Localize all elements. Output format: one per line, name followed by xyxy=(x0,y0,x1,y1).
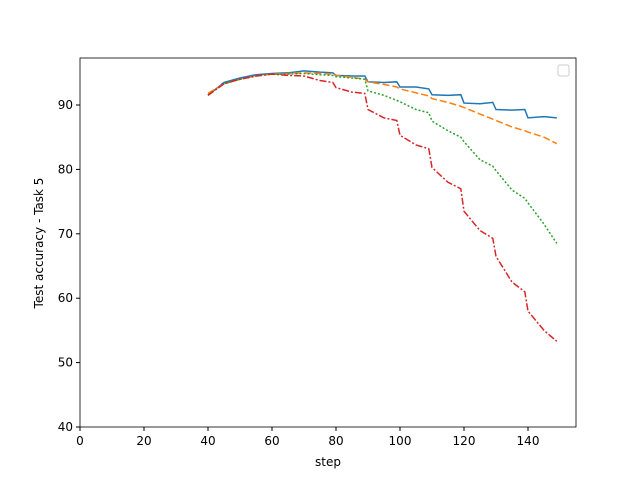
series-line xyxy=(207,73,558,342)
x-axis-label: step xyxy=(315,455,341,469)
y-tick-label: 50 xyxy=(58,356,73,370)
x-tick-label: 40 xyxy=(200,434,215,448)
y-axis-label: Test accuracy - Task 5 xyxy=(32,178,46,310)
y-tick-label: 70 xyxy=(58,227,73,241)
plot-frame xyxy=(79,57,577,428)
x-tick-label: 0 xyxy=(76,434,84,448)
legend xyxy=(557,64,570,77)
x-tick-label: 80 xyxy=(328,434,343,448)
x-tick-label: 60 xyxy=(264,434,279,448)
series-line xyxy=(207,72,558,244)
y-tick-label: 40 xyxy=(58,420,73,434)
x-tick-label: 120 xyxy=(453,434,476,448)
x-tick-label: 20 xyxy=(136,434,151,448)
y-tick-label: 80 xyxy=(58,162,73,176)
y-tick-label: 90 xyxy=(58,98,73,112)
x-tick-label: 100 xyxy=(389,434,412,448)
x-tick-label: 140 xyxy=(517,434,540,448)
y-tick-label: 60 xyxy=(58,291,73,305)
series-line xyxy=(207,72,558,145)
